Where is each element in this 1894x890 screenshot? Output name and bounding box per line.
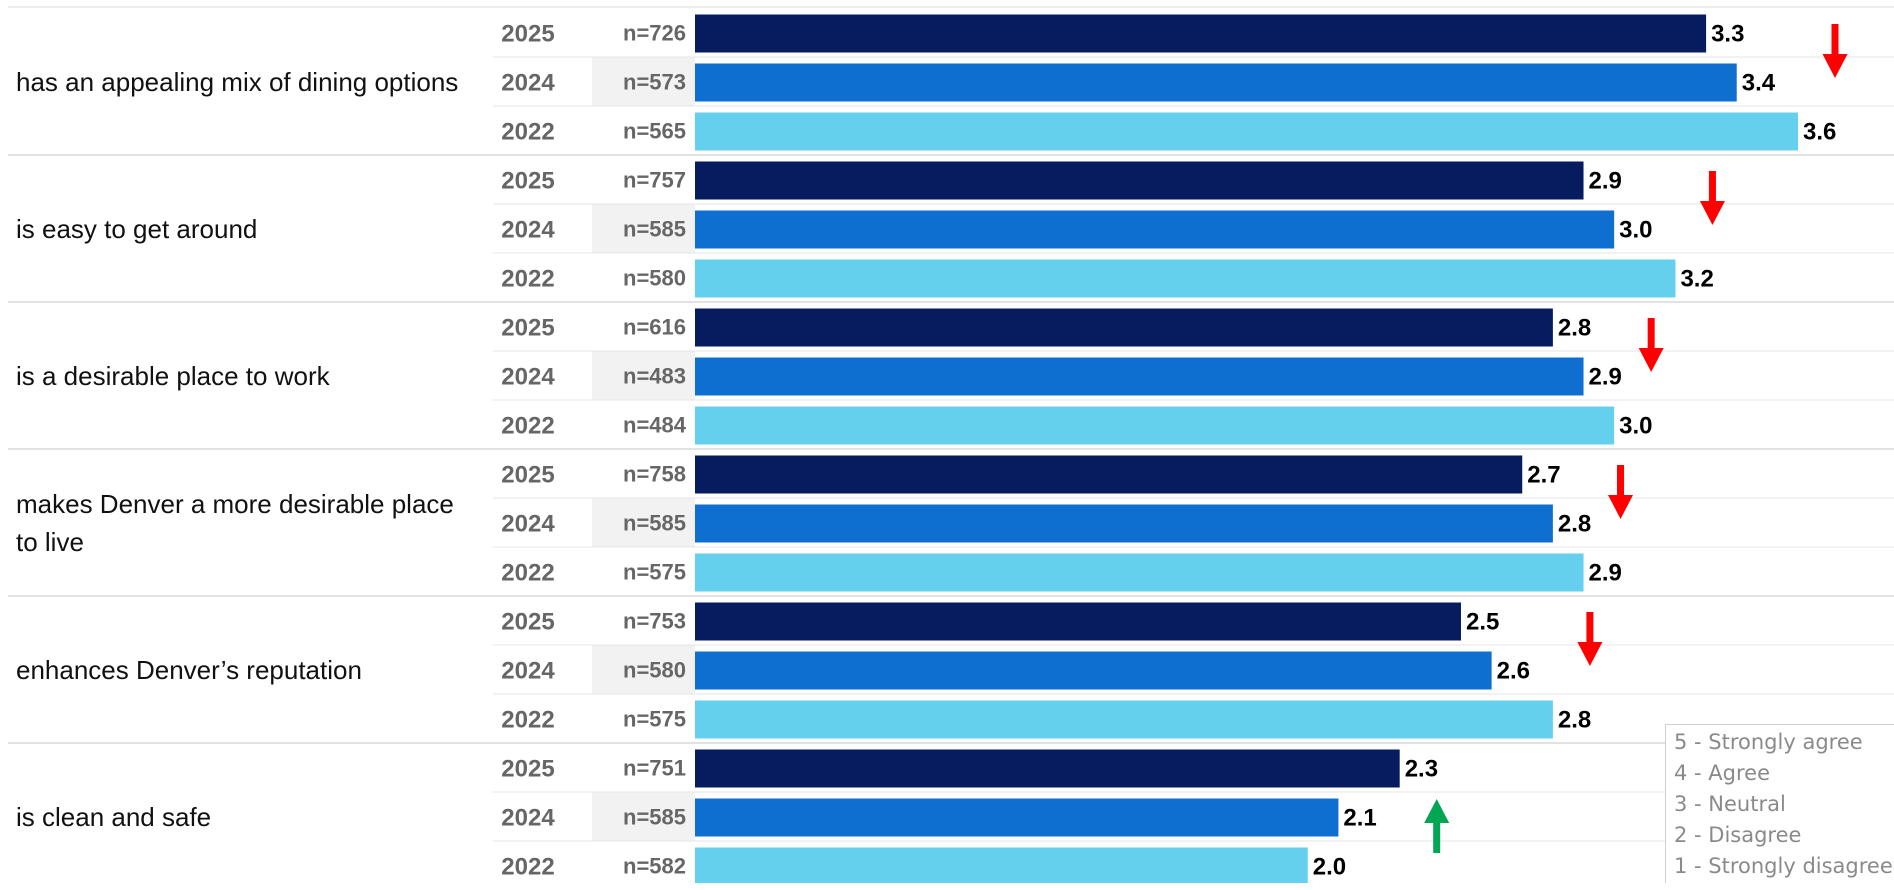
year-label: 2025 — [501, 21, 554, 48]
scale-legend: 5 - Strongly agree 4 - Agree 3 - Neutral… — [1665, 724, 1894, 883]
category-label: is clean and safe — [16, 801, 212, 832]
bar — [695, 847, 1308, 883]
value-label: 3.4 — [1742, 70, 1776, 97]
bar — [695, 700, 1553, 739]
value-label: 2.8 — [1558, 315, 1591, 342]
bar — [695, 553, 1584, 592]
year-label: 2022 — [501, 854, 554, 881]
value-label: 3.2 — [1680, 266, 1713, 293]
n-cell-background — [592, 351, 695, 400]
sample-size-label: n=753 — [623, 609, 686, 634]
year-label: 2025 — [501, 315, 554, 342]
legend-item-agree: 4 - Agree — [1674, 761, 1770, 785]
bar — [695, 112, 1798, 151]
bar — [695, 798, 1339, 837]
value-label: 2.1 — [1343, 805, 1376, 832]
sample-size-label: n=573 — [623, 70, 686, 95]
legend-item-disagree: 2 - Disagree — [1674, 823, 1802, 847]
legend-item-strongly-agree: 5 - Strongly agree — [1674, 730, 1863, 754]
sample-size-label: n=585 — [623, 805, 686, 830]
bar — [695, 455, 1523, 494]
value-label: 2.9 — [1589, 364, 1622, 391]
year-label: 2022 — [501, 119, 554, 146]
value-label: 2.8 — [1558, 511, 1591, 538]
category-label: has an appealing mix of dining options — [16, 66, 459, 97]
n-cell-background — [592, 645, 695, 694]
n-cell-background — [592, 792, 695, 841]
bar — [695, 210, 1615, 249]
sample-size-label: n=575 — [623, 707, 686, 732]
value-label: 2.6 — [1497, 658, 1530, 685]
value-label: 2.0 — [1313, 854, 1346, 881]
year-label: 2025 — [501, 609, 554, 636]
bar — [695, 14, 1707, 53]
sample-size-label: n=726 — [623, 21, 686, 46]
n-cell-background — [592, 57, 695, 106]
year-label: 2025 — [501, 168, 554, 195]
year-label: 2022 — [501, 266, 554, 293]
down-arrow-icon — [1638, 318, 1664, 372]
down-arrow-icon — [1699, 171, 1725, 225]
sample-size-label: n=565 — [623, 119, 686, 144]
value-label: 2.8 — [1558, 707, 1591, 734]
bar — [695, 504, 1553, 543]
year-label: 2024 — [501, 511, 555, 538]
value-label: 2.3 — [1405, 756, 1438, 783]
year-label: 2024 — [501, 217, 555, 244]
year-label: 2024 — [501, 658, 555, 685]
legend-item-neutral: 3 - Neutral — [1674, 792, 1786, 816]
value-label: 2.9 — [1589, 168, 1622, 195]
legend-item-strongly-disagree: 1 - Strongly disagree — [1674, 854, 1893, 878]
bar — [695, 308, 1553, 347]
year-label: 2024 — [501, 805, 555, 832]
sample-size-label: n=575 — [623, 560, 686, 585]
sample-size-label: n=582 — [623, 854, 686, 879]
bar — [695, 357, 1584, 396]
bar — [695, 161, 1584, 200]
n-cell-background — [592, 498, 695, 547]
year-label: 2025 — [501, 462, 554, 489]
sample-size-label: n=585 — [623, 217, 686, 242]
value-label: 2.5 — [1466, 609, 1499, 636]
category-label: makes Denver a more desirable place to l… — [16, 488, 454, 557]
bar — [695, 749, 1400, 788]
bar — [695, 259, 1676, 298]
sample-size-label: n=758 — [623, 462, 686, 487]
sample-size-label: n=580 — [623, 266, 686, 291]
bar — [695, 602, 1461, 641]
year-label: 2022 — [501, 413, 554, 440]
year-label: 2022 — [501, 560, 554, 587]
value-label: 3.6 — [1803, 119, 1836, 146]
value-label: 3.0 — [1619, 413, 1652, 440]
year-label: 2024 — [501, 364, 555, 391]
down-arrow-icon — [1822, 24, 1848, 78]
up-arrow-icon — [1424, 799, 1450, 853]
down-arrow-icon — [1608, 465, 1634, 519]
value-label: 3.3 — [1711, 21, 1744, 48]
value-label: 2.7 — [1527, 462, 1560, 489]
bar — [695, 651, 1492, 690]
category-label: is easy to get around — [16, 213, 258, 244]
value-label: 3.0 — [1619, 217, 1652, 244]
sample-size-label: n=757 — [623, 168, 686, 193]
year-label: 2025 — [501, 756, 554, 783]
down-arrow-icon — [1577, 612, 1603, 666]
sample-size-label: n=751 — [623, 756, 686, 781]
sample-size-label: n=585 — [623, 511, 686, 536]
sample-size-label: n=616 — [623, 315, 686, 340]
year-label: 2024 — [501, 70, 555, 97]
sample-size-label: n=580 — [623, 658, 686, 683]
category-label: is a desirable place to work — [16, 360, 330, 391]
value-label: 2.9 — [1589, 560, 1622, 587]
year-label: 2022 — [501, 707, 554, 734]
bar — [695, 63, 1737, 102]
sample-size-label: n=483 — [623, 364, 686, 389]
sample-size-label: n=484 — [623, 413, 687, 438]
n-cell-background — [592, 204, 695, 253]
category-label: enhances Denver’s reputation — [16, 654, 362, 685]
bar — [695, 406, 1615, 445]
